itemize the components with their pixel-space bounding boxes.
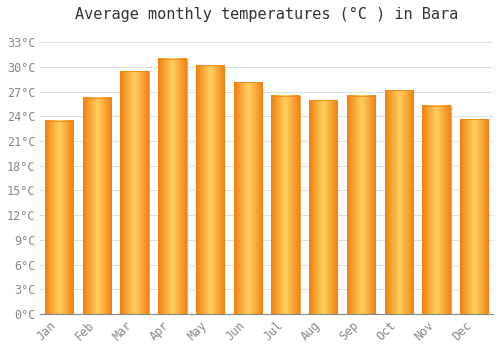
Title: Average monthly temperatures (°C ) in Bara: Average monthly temperatures (°C ) in Ba…	[75, 7, 458, 22]
